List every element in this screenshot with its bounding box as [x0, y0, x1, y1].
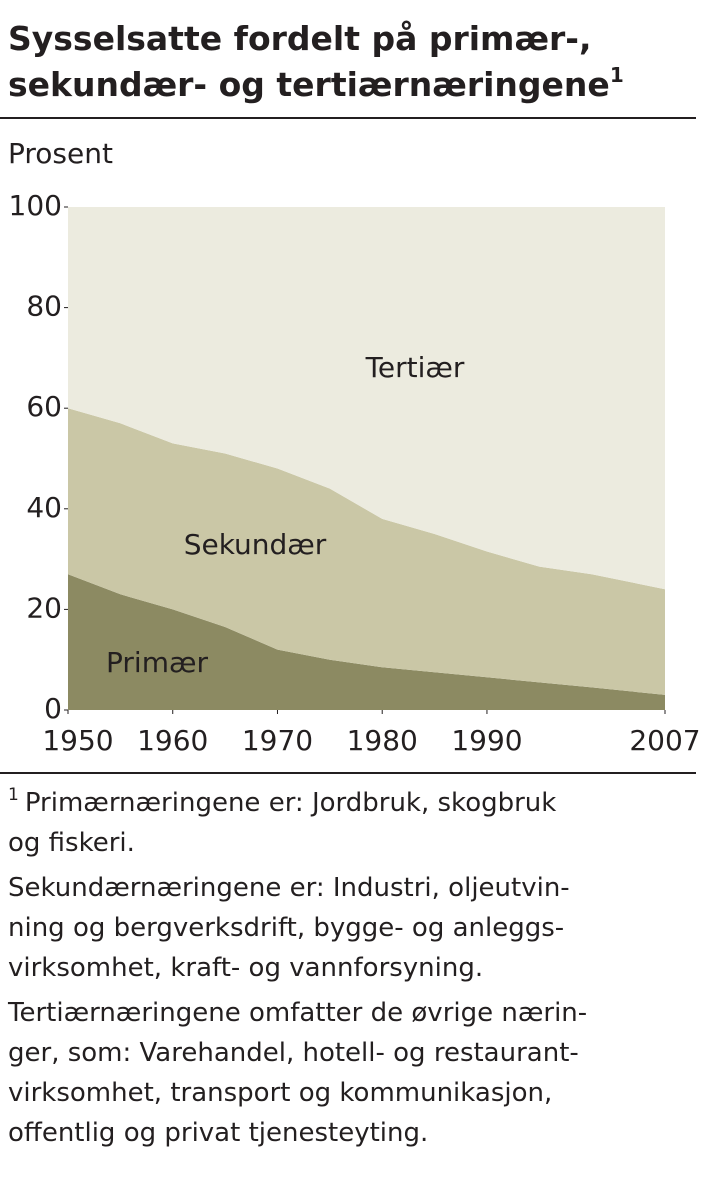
- x-tick-label: 2007: [629, 724, 700, 757]
- y-tick-label: 60: [26, 390, 62, 423]
- x-tick-label: 1950: [42, 724, 113, 757]
- series-label: Sekundær: [184, 528, 327, 561]
- footnote-line: og fiskeri.: [8, 828, 135, 858]
- footnote-text: Primærnæringene er: Jordbruk, skogbruk: [25, 788, 557, 818]
- x-tick-label: 1980: [347, 724, 418, 757]
- chart-title: sekundær- og tertiærnæringene1: [8, 63, 624, 104]
- footnote-text: Sekundærnæringene er: Industri, oljeutvi…: [8, 873, 570, 903]
- area: [68, 574, 665, 710]
- footnote-text: Tertiærnæringene omfatter de øvrige næri…: [7, 998, 587, 1028]
- x-tick-label: 1970: [242, 724, 313, 757]
- y-tick-label: 0: [44, 692, 62, 725]
- footnote-line: virksomhet, kraft- og vannforsyning.: [8, 953, 483, 983]
- y-tick-label: 100: [9, 189, 62, 222]
- footnote-line: Sekundærnæringene er: Industri, oljeutvi…: [8, 873, 570, 903]
- footnote-text: og fiskeri.: [8, 828, 135, 858]
- footnote-line: Tertiærnæringene omfatter de øvrige næri…: [7, 998, 587, 1028]
- footnote-text: offentlig og privat tjenesteyting.: [8, 1118, 428, 1148]
- footnote-text: ning og bergverksdrift, bygge- og anlegg…: [8, 913, 564, 943]
- y-tick-label: 80: [26, 290, 62, 323]
- footnote-line: virksomhet, transport og kommunikasjon,: [8, 1078, 552, 1108]
- footnote-line: ger, som: Varehandel, hotell- og restaur…: [8, 1038, 579, 1068]
- footnote-line: ning og bergverksdrift, bygge- og anlegg…: [8, 913, 564, 943]
- x-tick-label: 1990: [451, 724, 522, 757]
- footnote-line: offentlig og privat tjenesteyting.: [8, 1118, 428, 1148]
- y-tick-label: 40: [26, 491, 62, 524]
- footnote-text: virksomhet, kraft- og vannforsyning.: [8, 953, 483, 983]
- series-label: Tertiær: [365, 351, 465, 384]
- footnote-line: 1 Primærnæringene er: Jordbruk, skogbruk: [8, 785, 556, 818]
- y-axis-label: Prosent: [8, 137, 113, 170]
- area: [68, 207, 665, 590]
- footnote-text: virksomhet, transport og kommunikasjon,: [8, 1078, 552, 1108]
- x-tick-label: 1960: [137, 724, 208, 757]
- area: [68, 408, 665, 695]
- footnote-marker: 1: [610, 63, 624, 87]
- footnote-text: ger, som: Varehandel, hotell- og restaur…: [8, 1038, 579, 1068]
- footnote-marker: 1: [8, 785, 19, 805]
- y-tick-label: 20: [26, 591, 62, 624]
- series-label: Primær: [106, 646, 208, 679]
- chart-title: Sysselsatte fordelt på primær-,: [8, 19, 592, 58]
